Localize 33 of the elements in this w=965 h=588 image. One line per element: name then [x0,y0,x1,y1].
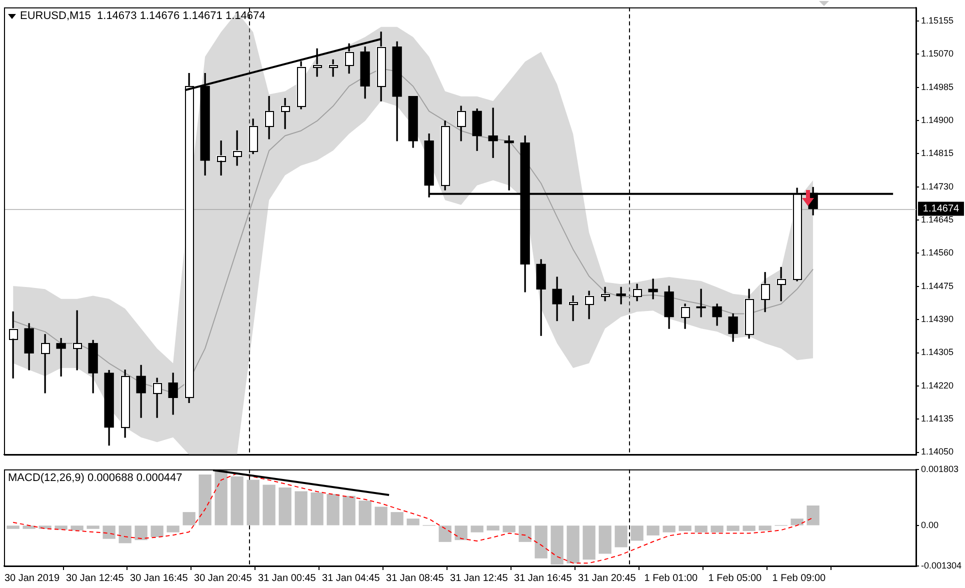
y-tick-label: 1.14985 [921,82,954,92]
y-tick-label: 1.14050 [921,446,954,457]
x-tick-label: 1 Feb 01:00 [644,572,698,584]
x-tick-label: 1 Feb 05:00 [708,572,762,584]
x-tick-label: 31 Jan 20:45 [578,572,636,584]
x-tick-label: 31 Jan 04:45 [322,572,380,584]
y-tick-label: 1.14645 [921,214,954,225]
x-tick-label: 31 Jan 08:45 [386,572,444,584]
x-tick-label: 30 Jan 2019 [4,572,60,584]
x-tick-label: 31 Jan 16:45 [514,572,572,584]
x-tick-label: 31 Jan 00:45 [258,572,316,584]
y-tick-label: 1.14815 [921,148,954,158]
y-tick-label: 1.14560 [921,248,954,258]
y-tick-label: 1.15070 [921,48,954,59]
y-tick-label: 1.14135 [921,414,954,424]
y-tick-label: -0.001304 [921,560,962,570]
x-tick-label: 1 Feb 09:00 [772,572,826,584]
y-tick-label: 1.14475 [921,280,954,291]
chart-title: MACD(12,26,9) 0.000688 0.000447 [8,472,182,484]
x-tick-label: 30 Jan 16:45 [130,572,188,584]
y-tick-label: 1.15155 [921,16,954,26]
ref-line-label: 1.14674 [922,204,960,215]
y-tick-label: 0.001803 [921,464,959,474]
x-tick-label: 30 Jan 12:45 [66,572,124,584]
y-tick-label: 1.14220 [921,380,954,390]
y-tick-label: 1.14900 [921,115,954,126]
chart-title: EURUSD,M15 1.14673 1.14676 1.14671 1.14674 [20,10,266,22]
y-tick-label: 1.14305 [921,347,954,358]
y-tick-label: 1.14730 [921,181,954,192]
y-tick-label: 1.14390 [921,314,954,324]
x-tick-label: 31 Jan 12:45 [450,572,508,584]
x-tick-label: 30 Jan 20:45 [194,572,252,584]
y-tick-label: 0.00 [921,520,939,530]
